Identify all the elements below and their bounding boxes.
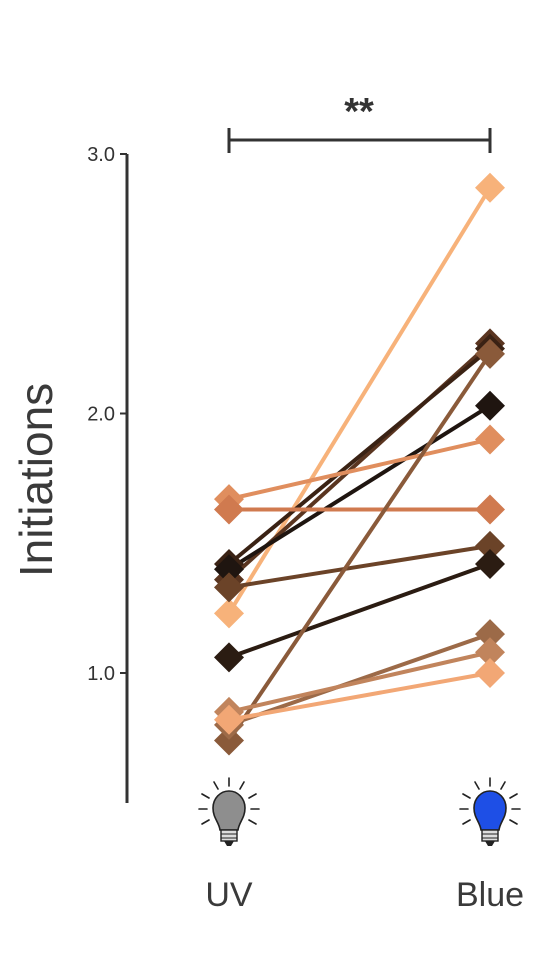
significance-bracket (227, 128, 492, 153)
paired-line (228, 562, 491, 660)
uv-data-point (214, 572, 244, 603)
paired-lines (227, 186, 492, 742)
paired-line (228, 437, 491, 502)
blue-data-point (475, 530, 505, 561)
paired-line (227, 404, 492, 571)
paired-line (227, 347, 492, 566)
paired-line (228, 543, 491, 590)
blue-data-point (475, 549, 505, 580)
data-points (214, 172, 505, 756)
blue-data-point (475, 172, 505, 203)
paired-line (227, 352, 492, 742)
uv-data-point (214, 494, 244, 525)
uv-data-point (214, 704, 244, 735)
paired-line (228, 650, 491, 714)
blue-data-point (475, 619, 505, 650)
blue-data-point (475, 494, 505, 525)
y-axis: 1.0 2.0 3.0 (87, 144, 129, 803)
blue-data-point (475, 424, 505, 455)
y-axis-title: Initiations (10, 383, 62, 577)
y-tick-label: 2.0 (87, 404, 115, 426)
uv-data-point (214, 725, 244, 756)
paired-line (228, 671, 491, 722)
uv-data-point (214, 598, 244, 629)
y-tick-label: 1.0 (87, 663, 115, 685)
category-label-blue: Blue (456, 876, 524, 914)
significance-label: ** (344, 91, 374, 133)
paired-line (228, 632, 491, 727)
blue-data-point (475, 390, 505, 421)
gray-light-bulb-icon (198, 777, 260, 846)
blue-data-point (475, 637, 505, 668)
y-tick-label: 3.0 (87, 144, 115, 166)
uv-data-point (214, 642, 244, 673)
category-label-uv: UV (205, 876, 253, 914)
blue-light-bulb-icon (459, 777, 521, 846)
uv-data-point (214, 554, 244, 585)
blue-data-point (475, 658, 505, 688)
blue-data-point (475, 338, 505, 369)
